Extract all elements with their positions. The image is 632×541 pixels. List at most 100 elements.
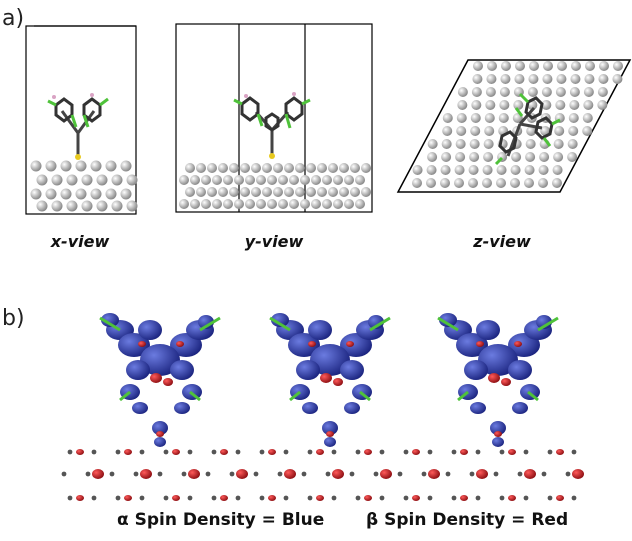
surface-atom bbox=[253, 471, 259, 477]
surface-atom bbox=[126, 200, 138, 212]
spin-density-molecule bbox=[437, 313, 559, 447]
surface-atom bbox=[306, 163, 316, 173]
beta-spin-lobe bbox=[124, 495, 132, 501]
surface-atom bbox=[496, 165, 507, 175]
surface-atom bbox=[541, 87, 552, 97]
surface-atom bbox=[597, 87, 608, 97]
beta-spin-lobe bbox=[150, 373, 162, 383]
c-f-bond bbox=[199, 316, 221, 332]
surface-atom bbox=[538, 178, 548, 188]
surface-atom bbox=[163, 495, 169, 501]
surface-atom bbox=[355, 175, 365, 185]
surface-atom bbox=[475, 495, 481, 501]
surface-atom bbox=[373, 471, 379, 477]
panel-a-label: a) bbox=[2, 6, 25, 31]
alpha-spin-lobe bbox=[154, 437, 166, 447]
beta-spin-lobe bbox=[412, 449, 420, 455]
surface-atom bbox=[499, 495, 505, 501]
surface-atom bbox=[223, 175, 233, 185]
surface-atom bbox=[234, 199, 244, 209]
beta-spin-lobe bbox=[556, 495, 564, 501]
surface-atom bbox=[229, 163, 239, 173]
alpha-spin-lobe bbox=[439, 313, 457, 327]
surface-atom bbox=[412, 165, 423, 175]
y-view-molecule bbox=[233, 92, 311, 159]
surface-atom bbox=[96, 174, 108, 186]
surface-atom bbox=[126, 174, 138, 186]
surface-atom bbox=[67, 449, 73, 455]
surface-atom bbox=[501, 61, 511, 71]
surface-atom bbox=[115, 495, 121, 501]
y-view-caption: y-view bbox=[244, 232, 304, 251]
spin-density-molecule bbox=[269, 313, 391, 447]
surface-atom bbox=[322, 175, 332, 185]
c-f-bond bbox=[289, 390, 301, 402]
surface-atom bbox=[454, 165, 465, 175]
surface-atom bbox=[484, 126, 495, 136]
alpha-spin-lobe bbox=[492, 437, 504, 447]
surface-atom bbox=[60, 160, 72, 172]
surface-atom bbox=[567, 152, 578, 162]
surface-atom bbox=[451, 495, 457, 501]
alpha-spin-lobe bbox=[344, 402, 360, 414]
alpha-spin-lobe bbox=[288, 333, 320, 357]
surface-atom bbox=[322, 199, 332, 209]
surface-atom bbox=[289, 199, 299, 209]
surface-atom bbox=[181, 471, 187, 477]
c-f-bond bbox=[537, 316, 559, 332]
surface-atom bbox=[207, 187, 217, 197]
alpha-spin-lobe bbox=[478, 344, 518, 376]
surface-atom bbox=[75, 188, 87, 200]
alpha-spin-lobe bbox=[140, 344, 180, 376]
surface-atom bbox=[187, 449, 193, 455]
beta-spin-legend: β Spin Density = Red bbox=[366, 510, 569, 530]
c-f-bond bbox=[99, 316, 121, 332]
surface-atom bbox=[571, 61, 581, 71]
surface-atom bbox=[524, 178, 534, 188]
surface-atom bbox=[157, 471, 163, 477]
surface-atom bbox=[185, 187, 195, 197]
surface-atom bbox=[311, 175, 321, 185]
surface-atom bbox=[475, 449, 481, 455]
alpha-spin-lobe bbox=[296, 360, 320, 380]
c-f-bond bbox=[527, 390, 539, 402]
surface-atom bbox=[339, 163, 349, 173]
surface-atom bbox=[403, 449, 409, 455]
surface-atom bbox=[471, 100, 482, 110]
surface-atom bbox=[85, 471, 91, 477]
surface-atom bbox=[45, 160, 57, 172]
beta-spin-lobe bbox=[326, 431, 334, 437]
surface-atom bbox=[61, 471, 67, 477]
surface-atom bbox=[569, 100, 580, 110]
surface-atom bbox=[190, 175, 200, 185]
alpha-spin-lobe bbox=[174, 402, 190, 414]
surface-atom bbox=[440, 165, 451, 175]
alpha-spin-lobe bbox=[310, 344, 350, 376]
surface-atom bbox=[60, 188, 72, 200]
surface-atom bbox=[498, 113, 509, 123]
surface-atom bbox=[442, 113, 453, 123]
surface-atom bbox=[379, 495, 385, 501]
surface-atom bbox=[30, 160, 42, 172]
c-f-bond bbox=[269, 316, 291, 332]
beta-spin-lobe bbox=[124, 449, 132, 455]
surface-atom bbox=[457, 87, 468, 97]
surface-atom bbox=[582, 113, 593, 123]
beta-spin-lobe bbox=[332, 469, 344, 479]
surface-atom bbox=[511, 152, 522, 162]
beta-spin-lobe bbox=[138, 341, 146, 347]
surface-atom bbox=[455, 139, 466, 149]
surface-atom bbox=[278, 199, 288, 209]
surface-atom bbox=[442, 126, 453, 136]
beta-spin-lobe bbox=[514, 341, 522, 347]
surface-atom bbox=[207, 163, 217, 173]
surface-atom bbox=[355, 495, 361, 501]
beta-spin-lobe bbox=[308, 341, 316, 347]
beta-spin-lobe bbox=[476, 469, 488, 479]
surface-atom bbox=[190, 199, 200, 209]
surface-atom bbox=[81, 174, 93, 186]
surface-atom bbox=[240, 163, 250, 173]
surface-atom bbox=[541, 471, 547, 477]
beta-spin-lobe bbox=[76, 495, 84, 501]
surface-atom bbox=[584, 74, 595, 84]
